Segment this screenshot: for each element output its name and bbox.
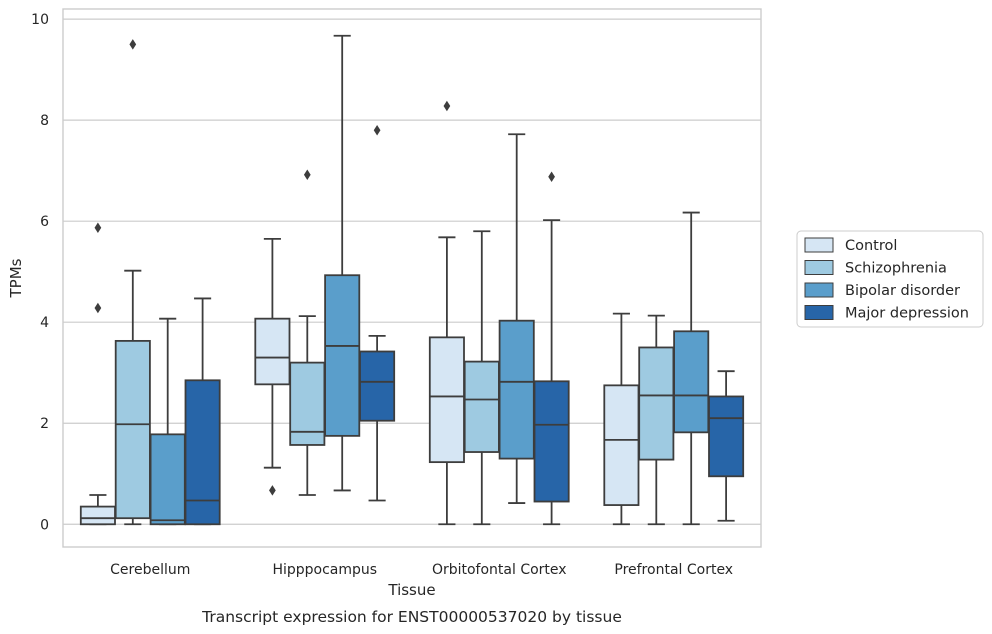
box-bipolar-disorder: [673, 211, 710, 526]
y-tick-label: 8: [40, 113, 49, 129]
legend-label: Control: [845, 238, 897, 254]
box-control: [603, 312, 640, 526]
x-axis-label: Tissue: [387, 581, 435, 599]
y-axis-label: TPMs: [7, 258, 25, 298]
legend-frame: [796, 230, 984, 328]
box-bipolar-disorder: [149, 317, 186, 526]
box-schizophrenia: [289, 169, 326, 496]
legend: Control Schizophrenia Bipolar disorder Majo…: [796, 230, 984, 328]
y-tick-labels: 0 2 4 6 8 10: [31, 12, 49, 533]
box-body: [673, 330, 710, 434]
legend-swatch: [804, 260, 834, 275]
legend-label: Major depression: [845, 306, 969, 322]
x-tick-label: Hipppocampus: [272, 562, 377, 578]
box-body: [359, 350, 396, 422]
box-control: [428, 100, 465, 526]
box-bipolar-disorder: [324, 34, 361, 492]
x-tick-label: Prefrontal Cortex: [614, 562, 733, 578]
outlier-point: [269, 485, 276, 496]
legend-label: Bipolar disorder: [845, 283, 960, 299]
box-control: [254, 237, 291, 496]
legend-swatch: [804, 305, 834, 320]
box-major-depression: [184, 297, 221, 526]
y-tick-label: 2: [40, 416, 49, 432]
box-body: [324, 274, 361, 437]
y-tick-label: 10: [31, 12, 49, 28]
y-tick-label: 4: [40, 315, 49, 331]
outlier-point: [373, 124, 381, 136]
outlier-point: [129, 39, 137, 50]
box-body: [149, 433, 186, 526]
x-tick-labels: Cerebellum Hipppocampus Orbitofontal Corte…: [110, 562, 733, 578]
box-series: [79, 34, 745, 526]
outlier-point: [94, 302, 102, 314]
outlier-point: [94, 222, 102, 233]
box-body: [184, 379, 221, 526]
legend-swatch: [804, 237, 834, 253]
chart-caption: Transcript expression for ENST0000053702…: [201, 608, 622, 626]
box-control: [79, 222, 116, 526]
legend-swatch: [804, 282, 834, 298]
box-body: [79, 505, 116, 526]
x-tick-label: Orbitofontal Cortex: [432, 562, 567, 578]
box-body: [498, 319, 535, 460]
box-body: [603, 384, 640, 506]
y-tick-label: 6: [40, 214, 49, 230]
box-body: [114, 339, 151, 520]
box-body: [463, 360, 500, 453]
outlier-point: [303, 169, 311, 180]
x-tick-label: Cerebellum: [110, 562, 190, 578]
box-schizophrenia: [638, 314, 675, 526]
legend-label: Schizophrenia: [845, 261, 947, 277]
box-body: [533, 380, 570, 503]
y-tick-label: 0: [40, 517, 49, 533]
outlier-point: [548, 171, 555, 182]
outlier-point: [443, 100, 451, 112]
box-body: [428, 336, 465, 464]
box-body: [638, 346, 675, 461]
box-major-depression: [708, 370, 745, 522]
box-schizophrenia: [114, 39, 151, 526]
box-bipolar-disorder: [498, 133, 535, 504]
box-major-depression: [359, 124, 396, 502]
box-body: [254, 317, 291, 386]
box-major-depression: [533, 171, 570, 526]
box-body: [708, 395, 745, 478]
plot-frame: [62, 8, 762, 548]
